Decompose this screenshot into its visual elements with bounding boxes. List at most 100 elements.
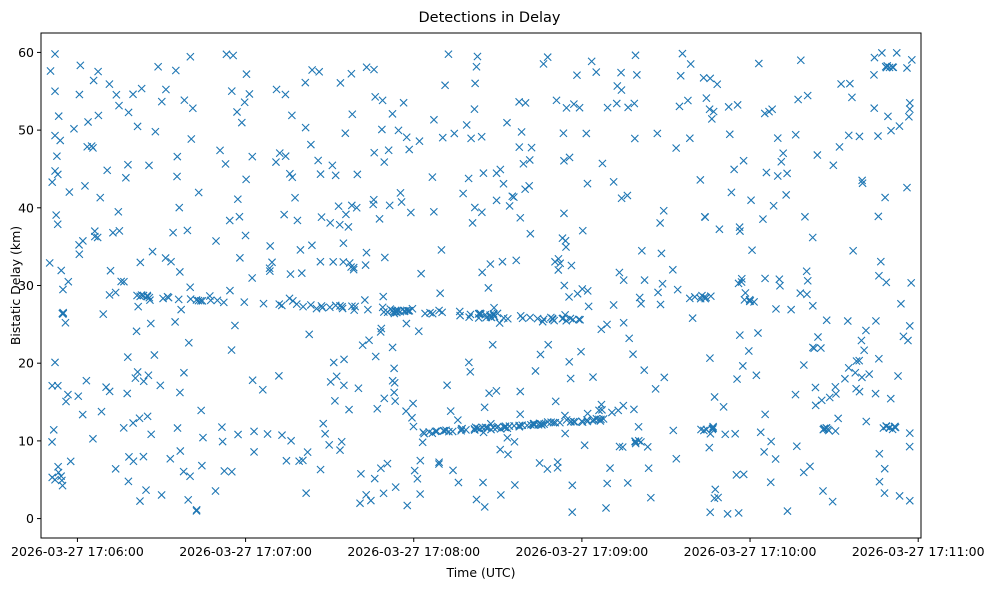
data-point xyxy=(318,303,327,312)
data-point xyxy=(150,351,159,360)
data-point xyxy=(640,276,649,285)
data-point xyxy=(277,301,286,310)
data-point xyxy=(341,129,350,138)
data-point xyxy=(760,447,769,456)
data-point xyxy=(902,63,911,72)
data-point xyxy=(543,53,552,62)
data-point xyxy=(735,223,744,232)
data-point xyxy=(890,422,899,431)
data-point xyxy=(882,278,891,287)
data-point xyxy=(744,347,753,356)
x-axis-label: Time (UTC) xyxy=(445,565,515,580)
data-point xyxy=(80,181,89,190)
data-point xyxy=(831,389,840,398)
data-point xyxy=(535,459,544,467)
data-point xyxy=(710,392,719,401)
data-point xyxy=(580,441,589,450)
data-point xyxy=(139,452,148,461)
data-point xyxy=(551,257,559,266)
data-point xyxy=(302,489,311,498)
data-point xyxy=(212,237,221,245)
data-point xyxy=(477,208,486,217)
data-point xyxy=(444,50,453,59)
data-point xyxy=(297,269,306,278)
data-point xyxy=(467,134,476,143)
data-point xyxy=(705,354,714,363)
data-point xyxy=(354,384,363,393)
data-point xyxy=(525,181,534,190)
data-point xyxy=(362,248,371,257)
data-point xyxy=(420,429,429,438)
data-point xyxy=(619,318,628,327)
data-point xyxy=(188,104,197,113)
y-tick-label: 10 xyxy=(18,433,34,448)
data-point xyxy=(75,90,84,99)
data-point xyxy=(325,303,334,312)
data-point xyxy=(754,329,762,338)
data-point xyxy=(317,213,326,222)
data-point xyxy=(654,288,663,297)
data-point xyxy=(699,73,708,82)
data-point xyxy=(234,430,243,439)
data-point xyxy=(723,509,732,518)
data-point xyxy=(115,226,124,235)
data-point xyxy=(176,447,185,456)
data-point xyxy=(317,301,326,310)
data-point xyxy=(631,51,640,60)
y-tick-label: 60 xyxy=(18,45,34,60)
data-point xyxy=(432,427,441,436)
data-point xyxy=(402,306,411,315)
data-point xyxy=(572,71,581,80)
data-point xyxy=(738,361,747,370)
data-point xyxy=(678,49,687,58)
data-point xyxy=(559,209,568,218)
data-point xyxy=(510,481,519,489)
data-point xyxy=(858,179,867,188)
data-point xyxy=(480,403,489,412)
data-point xyxy=(265,267,274,276)
data-point xyxy=(345,405,354,414)
data-point xyxy=(492,196,501,205)
data-point xyxy=(453,416,462,425)
x-tick-label: 2026-03-27 17:06:00 xyxy=(11,544,144,559)
data-point xyxy=(562,316,571,325)
y-tick-label: 0 xyxy=(26,511,34,526)
data-point xyxy=(454,478,463,487)
data-point xyxy=(356,499,364,508)
data-point xyxy=(133,367,142,376)
data-point xyxy=(623,191,632,200)
data-point xyxy=(154,62,163,71)
data-point xyxy=(817,396,826,405)
data-point xyxy=(869,70,878,79)
data-point xyxy=(590,416,599,425)
data-point xyxy=(151,127,160,136)
data-point xyxy=(802,290,811,299)
data-point xyxy=(612,99,621,108)
data-point xyxy=(57,476,66,485)
x-tick-label: 2026-03-27 17:08:00 xyxy=(347,544,480,559)
data-point xyxy=(123,353,132,362)
data-point xyxy=(136,258,145,267)
data-point xyxy=(413,474,422,483)
data-point xyxy=(569,417,578,426)
chart-title: Detections in Delay xyxy=(418,10,560,26)
data-point xyxy=(347,302,356,311)
data-point xyxy=(907,55,916,64)
data-point xyxy=(537,420,546,429)
data-point xyxy=(516,213,525,222)
data-point xyxy=(114,207,123,216)
data-point xyxy=(339,239,348,248)
data-point xyxy=(184,338,193,347)
data-point xyxy=(407,413,416,422)
data-point xyxy=(598,159,607,168)
data-point xyxy=(390,364,399,373)
data-point xyxy=(771,455,780,464)
data-point xyxy=(561,236,570,245)
data-point xyxy=(54,112,63,121)
data-point xyxy=(711,485,720,494)
data-point xyxy=(613,82,622,90)
data-point xyxy=(739,470,748,479)
data-point xyxy=(732,470,741,479)
data-point xyxy=(802,267,811,276)
data-point xyxy=(272,85,281,94)
